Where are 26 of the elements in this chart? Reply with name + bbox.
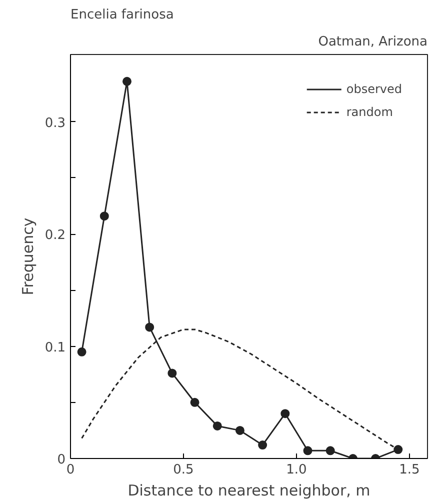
x-tick-label: 0.5 <box>173 462 194 478</box>
x-axis-title: Distance to nearest neighbor, m <box>128 482 370 500</box>
x-tick-label: 1.0 <box>286 462 307 478</box>
legend-label: observed <box>346 82 402 96</box>
legend-label: random <box>346 105 393 119</box>
y-tick-label: 0 <box>57 452 66 468</box>
y-tick-label: 0.2 <box>44 228 66 244</box>
point <box>326 446 335 456</box>
chart-title: Encelia farinosa <box>70 8 174 22</box>
y-tick-label: 0.1 <box>44 340 66 356</box>
x-tick-label: 1.5 <box>399 462 420 478</box>
chart-subtitle: Oatman, Arizona <box>318 34 428 50</box>
point <box>394 445 403 454</box>
y-axis-title: Frequency <box>18 218 37 296</box>
point <box>212 421 222 430</box>
point <box>122 76 132 86</box>
point <box>280 409 290 418</box>
point <box>258 440 268 450</box>
point <box>168 368 177 378</box>
point <box>303 446 312 456</box>
point <box>100 212 109 221</box>
point <box>77 347 86 356</box>
point <box>235 426 244 435</box>
point <box>145 322 154 332</box>
y-tick-label: 0.3 <box>44 116 66 131</box>
point <box>190 398 200 407</box>
